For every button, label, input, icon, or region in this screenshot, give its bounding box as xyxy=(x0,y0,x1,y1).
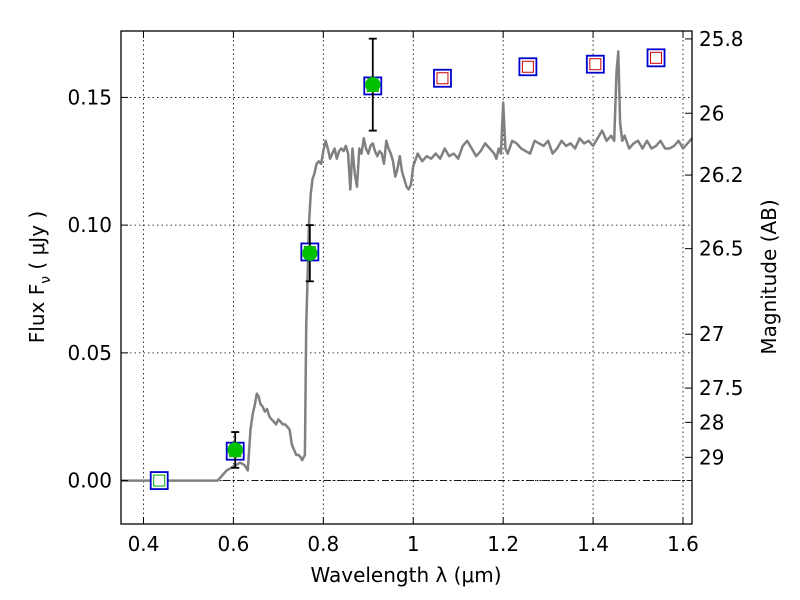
x-tick-label: 1.2 xyxy=(487,532,519,556)
synthetic-point-outer xyxy=(646,48,666,68)
y-axis-title-main: Flux F xyxy=(25,284,49,343)
synthetic-point-inner xyxy=(589,58,602,71)
observed-photometry xyxy=(227,37,381,469)
synthetic-point-outer xyxy=(149,471,169,490)
synthetic-point-inner xyxy=(521,60,534,73)
observed-point xyxy=(302,245,318,261)
model-spectrum-line xyxy=(121,50,693,482)
x-tick-label: 1.4 xyxy=(577,532,609,556)
y-axis-title: Flux Fν ( μJy ) xyxy=(25,211,54,343)
plot-frame xyxy=(120,30,693,525)
y2-tick-label: 25.8 xyxy=(699,27,744,51)
synthetic-point-inner xyxy=(650,51,663,64)
y2-tick-label: 29 xyxy=(699,445,724,469)
x-tick-label: 1.6 xyxy=(667,532,699,556)
y2-axis-title: Magnitude (AB) xyxy=(757,199,781,354)
y-tick-label: 0.00 xyxy=(67,469,112,493)
y2-tick-label: 26.2 xyxy=(699,163,744,187)
y2-tick-label: 26.5 xyxy=(699,237,744,261)
observed-point xyxy=(227,442,243,458)
grid-lines xyxy=(121,31,692,524)
synthetic-point-inner xyxy=(153,474,166,487)
y2-tick-label: 28 xyxy=(699,410,724,434)
y-tick-label: 0.05 xyxy=(67,341,112,365)
y-tick-label: 0.10 xyxy=(67,213,112,237)
synthetic-point-outer xyxy=(518,57,538,77)
synthetic-point-outer xyxy=(433,68,452,88)
axis-ticks: 0.4 0.6 0.8 1 1.2 1.4 1.6 0.00 0.05 0.10 0.15 25.8 2… xyxy=(67,27,743,556)
x-axis-title: Wavelength λ (μm) xyxy=(310,563,501,587)
synthetic-photometry xyxy=(149,48,666,490)
synthetic-point-inner xyxy=(436,72,449,85)
x-tick-label: 1 xyxy=(407,532,420,556)
y2-tick-label: 27 xyxy=(699,322,724,346)
y2-tick-label: 26 xyxy=(699,101,724,125)
synthetic-point-outer xyxy=(585,54,605,74)
x-tick-label: 0.6 xyxy=(217,532,249,556)
x-tick-label: 0.8 xyxy=(307,532,339,556)
observed-point xyxy=(365,76,381,93)
y-axis-title-unit: ( μJy ) xyxy=(25,211,49,276)
y2-tick-label: 27.5 xyxy=(699,376,744,400)
model-spectrum xyxy=(121,50,693,482)
x-tick-label: 0.4 xyxy=(128,532,160,556)
y-tick-label: 0.15 xyxy=(67,85,112,109)
y-axis-title-subscript: ν xyxy=(38,276,54,284)
